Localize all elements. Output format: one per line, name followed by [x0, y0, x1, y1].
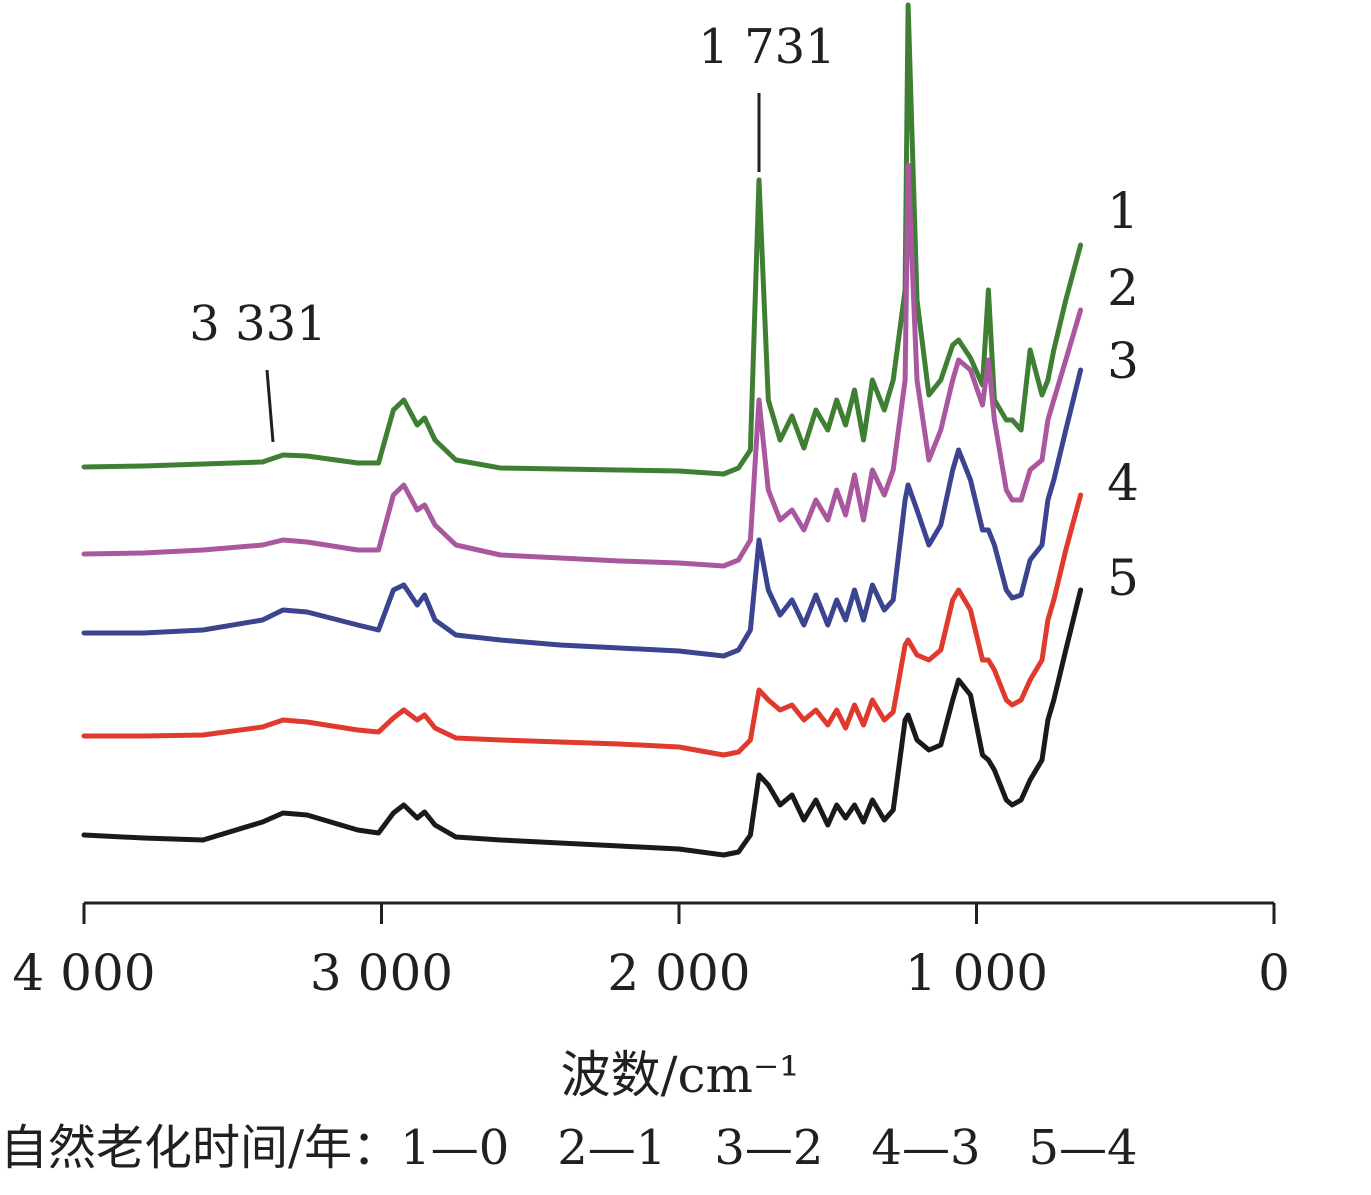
curve-label-5: 5	[1107, 549, 1139, 607]
x-tick-label: 0	[1258, 944, 1290, 1002]
peak-annotations: 3 331 1 731	[189, 19, 836, 443]
curve-label-3: 3	[1107, 332, 1139, 390]
curve-label-1: 1	[1107, 182, 1139, 240]
series-layer	[81, 2, 1084, 858]
legend: 自然老化时间/年：1—0 2—1 3—2 4—3 5—4	[0, 1108, 1371, 1188]
series-line-5	[81, 587, 1084, 858]
series-line-4	[81, 492, 1084, 758]
series-line-2	[81, 162, 1084, 569]
peak-leader-line	[265, 369, 275, 443]
series-line-1	[81, 2, 1084, 477]
peak-label: 3 331	[189, 296, 326, 352]
curve-label-2: 2	[1107, 259, 1139, 317]
legend-text: 自然老化时间/年：1—0 2—1 3—2 4—3 5—4	[0, 1120, 1138, 1176]
x-tick-label: 3 000	[310, 944, 453, 1002]
x-axis-title: 波数/cm⁻¹	[561, 1046, 800, 1104]
spectrum-chart: 4 000 3 000 2 000 1 000 0 3 331 1 731 1 2 3 4 5 波…	[12, 2, 1290, 1104]
x-tick-label: 4 000	[12, 944, 155, 1002]
curve-labels: 1 2 3 4 5	[1107, 182, 1139, 607]
x-tick-label: 2 000	[607, 944, 750, 1002]
curve-label-4: 4	[1107, 454, 1139, 512]
x-ticks: 4 000 3 000 2 000 1 000 0	[12, 903, 1290, 1002]
x-tick-label: 1 000	[905, 944, 1048, 1002]
peak-label: 1 731	[698, 19, 835, 75]
series-line-3	[81, 367, 1084, 659]
